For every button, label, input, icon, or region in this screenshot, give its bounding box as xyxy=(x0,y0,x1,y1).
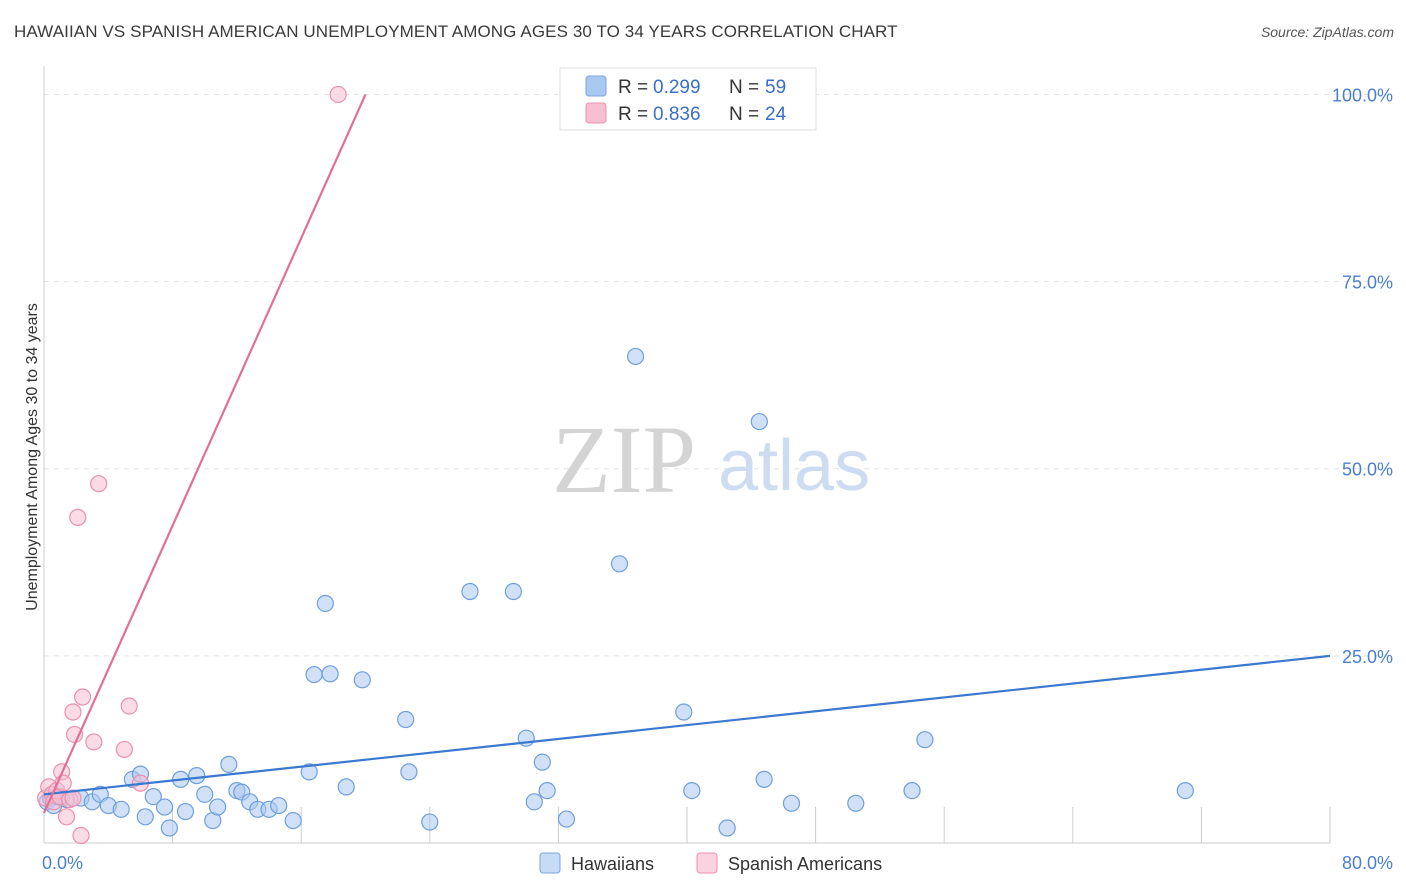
hawaiians-point-40 xyxy=(461,582,479,601)
legend-n-label-2: N = xyxy=(729,104,759,125)
chart-title: HAWAIIAN VS SPANISH AMERICAN UNEMPLOYMEN… xyxy=(14,22,898,41)
y-tick-label-3: 100.0% xyxy=(1332,85,1393,105)
data-points xyxy=(37,85,1194,845)
watermark-atlas: atlas xyxy=(718,426,870,506)
spanish-americans-point-17 xyxy=(90,475,108,493)
source-label: Source: ZipAtlas.com xyxy=(1260,24,1394,40)
legend-n-value-2: 24 xyxy=(765,104,787,125)
spanish-americans-point-16 xyxy=(85,733,103,751)
hawaiians-point-55 xyxy=(847,794,865,812)
hawaiians-point-19 xyxy=(188,767,206,785)
x-tick-label-0: 0.0% xyxy=(42,853,83,873)
spanish-americans-point-19 xyxy=(120,697,138,715)
spanish-americans-point-18 xyxy=(115,740,133,759)
hawaiians-point-18 xyxy=(176,802,195,821)
hawaiians-point-56 xyxy=(903,782,921,800)
grid-lines xyxy=(44,93,1394,657)
bottom-legend-hawaiians: Hawaiians xyxy=(571,854,654,874)
hawaiians-point-46 xyxy=(557,810,576,828)
spanish-americans-point-21 xyxy=(329,85,347,104)
spanish-americans-point-15 xyxy=(73,688,92,706)
hawaiians-point-39 xyxy=(421,813,439,831)
hawaiians-point-13 xyxy=(136,808,154,826)
spanish-americans-point-11 xyxy=(64,703,82,721)
hawaiians-point-29 xyxy=(270,796,288,815)
bottom-legend-swatch-spanish-americans xyxy=(696,852,718,874)
watermark: ZIP atlas xyxy=(552,406,870,513)
legend-n-label-1: N = xyxy=(729,77,759,98)
hawaiians-point-54 xyxy=(782,794,801,812)
legend-r-label-2: R = xyxy=(618,104,648,125)
hawaiians-point-33 xyxy=(316,594,334,613)
legend-n-value-1: 59 xyxy=(765,77,786,98)
y-tick-label-2: 75.0% xyxy=(1342,273,1393,293)
tick-labels: 25.0% 50.0% 75.0% 100.0% 0.0% 80.0% xyxy=(42,85,1393,873)
hawaiians-point-44 xyxy=(533,753,551,771)
hawaiians-point-37 xyxy=(397,710,415,729)
watermark-zip: ZIP xyxy=(552,406,696,513)
spanish-americans-point-13 xyxy=(69,508,87,526)
hawaiians-point-43 xyxy=(525,793,543,811)
y-axis-label: Unemployment Among Ages 30 to 34 years xyxy=(24,303,41,611)
hawaiians-point-53 xyxy=(755,770,773,788)
trend-lines xyxy=(42,94,1331,814)
hawaiians-point-50 xyxy=(683,782,701,800)
spanish-americans-point-10 xyxy=(64,789,82,807)
spanish-americans-point-8 xyxy=(57,808,76,826)
legend-swatch-spanish-americans xyxy=(585,102,607,124)
hawaiians-point-31 xyxy=(300,763,318,781)
hawaiians-point-14 xyxy=(144,787,162,806)
hawaiians-point-36 xyxy=(353,671,371,689)
hawaiians-point-20 xyxy=(196,785,214,803)
legend: R = 0.299 N = 59 R = 0.836 N = 24 xyxy=(559,67,817,131)
y-tick-label-1: 50.0% xyxy=(1342,460,1393,480)
hawaiians-point-49 xyxy=(675,703,693,721)
hawaiians-point-30 xyxy=(284,811,302,830)
bottom-legend: Hawaiians Spanish Americans xyxy=(539,852,882,874)
hawaiians-point-45 xyxy=(538,782,556,800)
legend-r-value-2: 0.836 xyxy=(653,104,701,125)
hawaiians-point-34 xyxy=(321,665,339,683)
hawaiians-point-15 xyxy=(155,798,174,816)
legend-swatch-hawaiians xyxy=(585,75,607,97)
hawaiians-point-47 xyxy=(610,555,629,573)
y-tick-label-0: 25.0% xyxy=(1342,647,1393,667)
spanish-americans-trend-line xyxy=(42,94,367,814)
hawaiians-point-48 xyxy=(626,347,645,366)
bottom-legend-spanish-americans: Spanish Americans xyxy=(728,854,882,874)
hawaiians-point-32 xyxy=(305,665,323,684)
hawaiians-point-52 xyxy=(750,412,768,431)
axes xyxy=(43,66,1331,844)
hawaiians-point-58 xyxy=(1176,782,1194,800)
x-tick-label-1: 80.0% xyxy=(1342,853,1393,873)
hawaiians-point-38 xyxy=(400,763,418,781)
bottom-legend-swatch-hawaiians xyxy=(539,852,561,874)
hawaiians-point-10 xyxy=(112,800,130,818)
hawaiians-point-22 xyxy=(209,798,227,816)
spanish-americans-point-14 xyxy=(72,826,90,845)
hawaiians-point-16 xyxy=(160,819,178,837)
hawaiians-point-23 xyxy=(220,755,238,774)
hawaiians-point-51 xyxy=(718,819,736,837)
hawaiians-point-35 xyxy=(337,778,355,796)
hawaiians-point-57 xyxy=(916,731,934,749)
hawaiians-trend-line xyxy=(43,654,1331,796)
legend-r-value-1: 0.299 xyxy=(653,77,701,98)
hawaiians-point-41 xyxy=(504,582,522,601)
legend-r-label-1: R = xyxy=(618,77,648,98)
